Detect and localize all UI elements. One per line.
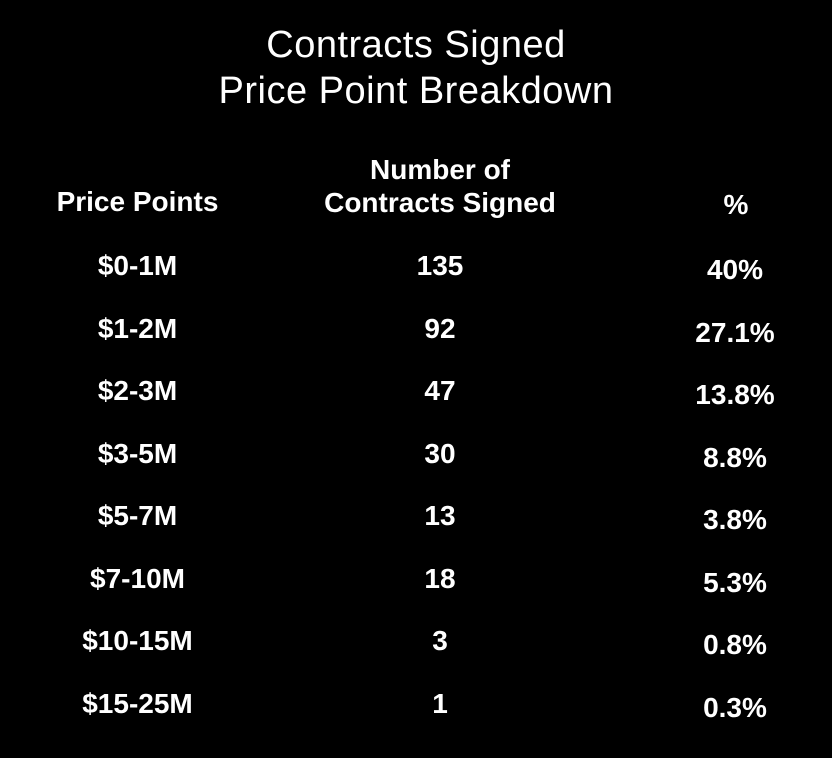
price-point-cell: $1-2M	[97, 312, 178, 344]
table-body: $0-1M 135 40% $1-2M 92 27.1% $2-3M 47 13.8% $3-5M…	[0, 244, 832, 744]
chart-title-line-1: Contracts Signed	[266, 24, 566, 66]
table-row: $10-15M 3 0.8%	[0, 619, 832, 682]
contract-count-cell: 1	[432, 687, 448, 719]
table-row: $0-1M 135 40%	[0, 244, 832, 307]
percent-cell: 0.8%	[703, 629, 767, 660]
percent-cell: 27.1%	[695, 316, 775, 348]
price-point-cell: $0-1M	[97, 250, 178, 281]
price-point-cell: $5-7M	[97, 500, 178, 531]
column-header-number-of-contracts: Number of Contracts Signed	[290, 153, 590, 219]
contract-count-cell: 92	[424, 312, 456, 344]
chart-title-line-2: Price Point Breakdown	[218, 70, 614, 112]
percent-cell: 8.8%	[703, 441, 767, 473]
table-row: $5-7M 13 3.8%	[0, 494, 832, 557]
contract-count-cell: 18	[424, 562, 456, 594]
table-row: $3-5M 30 8.8%	[0, 432, 832, 495]
contract-count-cell: 135	[416, 250, 464, 281]
chart-title: Contracts Signed Price Point Breakdown	[0, 22, 832, 114]
table-row: $2-3M 47 13.8%	[0, 369, 832, 432]
price-point-cell: $7-10M	[90, 562, 185, 594]
table-row: $7-10M 18 5.3%	[0, 557, 832, 620]
column-header-percent: %	[723, 189, 749, 220]
column-header-count-line-2: Contracts Signed	[324, 187, 556, 218]
price-point-cell: $3-5M	[97, 437, 178, 469]
percent-cell: 3.8%	[703, 504, 767, 535]
table-row: $15-25M 1 0.3%	[0, 682, 832, 745]
contract-count-cell: 13	[424, 500, 456, 531]
percent-cell: 13.8%	[695, 379, 775, 410]
price-point-cell: $10-15M	[82, 625, 193, 656]
percent-cell: 5.3%	[703, 566, 767, 598]
contract-count-cell: 47	[424, 375, 456, 406]
percent-cell: 0.3%	[703, 691, 767, 723]
contract-count-cell: 30	[424, 437, 456, 469]
price-point-cell: $15-25M	[82, 687, 193, 719]
price-point-cell: $2-3M	[97, 375, 178, 406]
percent-cell: 40%	[706, 254, 764, 285]
column-header-count-line-1: Number of	[370, 154, 510, 185]
column-header-price-points: Price Points	[56, 186, 219, 217]
table-row: $1-2M 92 27.1%	[0, 307, 832, 370]
contract-count-cell: 3	[432, 625, 448, 656]
